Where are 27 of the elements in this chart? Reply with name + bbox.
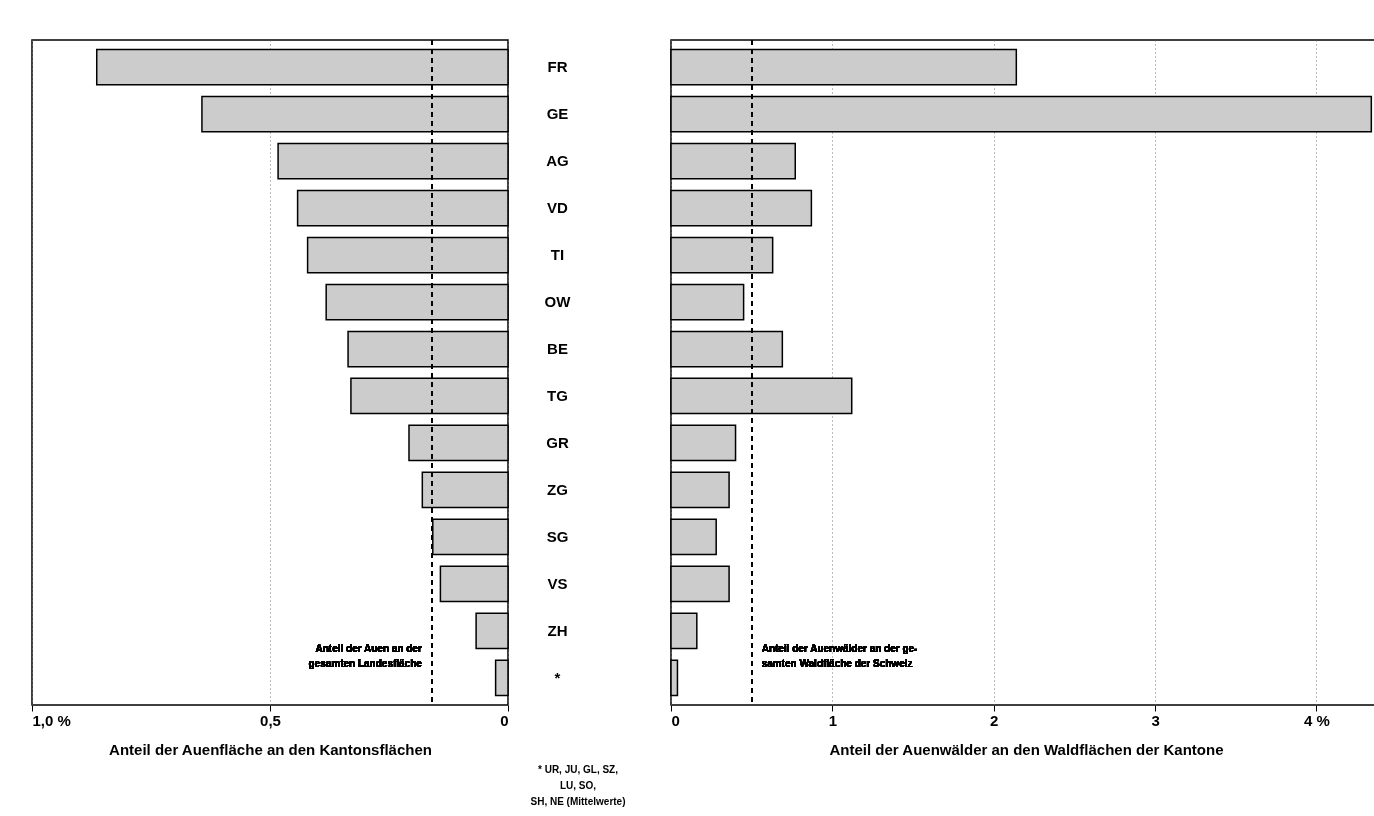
y-tick-label: BE [547, 340, 568, 357]
x-tick-label: 3 [1151, 711, 1160, 729]
x-axis-title: Anteil der Auenwälder an den Waldflächen der Kantone [829, 740, 1224, 758]
ref-line-label: Anteil der Auenwälder an der ge- samten Waldfläche der Schweiz [761, 642, 918, 669]
x-tick-label: 4 % [1304, 711, 1330, 729]
x-tick-label: 0,5 [260, 711, 281, 729]
y-tick-label: AG [546, 152, 569, 170]
x-tick-label: 0 [500, 711, 509, 729]
y-tick-label: ZH [547, 621, 568, 639]
y-tick-label: SG [546, 527, 569, 545]
y-tick-label: OW [544, 293, 572, 311]
x-axis-title: Anteil der Auenfläche an den Kantonsflächen [109, 740, 432, 758]
y-tick-label: VS [547, 574, 568, 592]
y-tick-label: TG [547, 387, 568, 404]
x-tick-label: 1 [828, 711, 838, 729]
y-tick-label: * [554, 668, 561, 686]
y-tick-label: TI [550, 246, 565, 264]
x-tick-label: 2 [990, 711, 999, 729]
x-tick-label: 0 [671, 711, 680, 729]
y-tick-label: ZG [547, 480, 568, 498]
text: * UR, JU, GL, SZ, LU, SO, SH, NE (Mittelwerte) [530, 763, 626, 809]
y-tick-label: GE [546, 105, 569, 123]
y-tick-label: GR [546, 433, 569, 451]
y-tick-label: VD [547, 199, 569, 217]
x-tick-label: 1,0 % [32, 711, 71, 729]
ref-line-label: Anteil der Auen an der gesamten Landesfläche [308, 642, 423, 669]
y-tick-label: FR [547, 58, 568, 76]
